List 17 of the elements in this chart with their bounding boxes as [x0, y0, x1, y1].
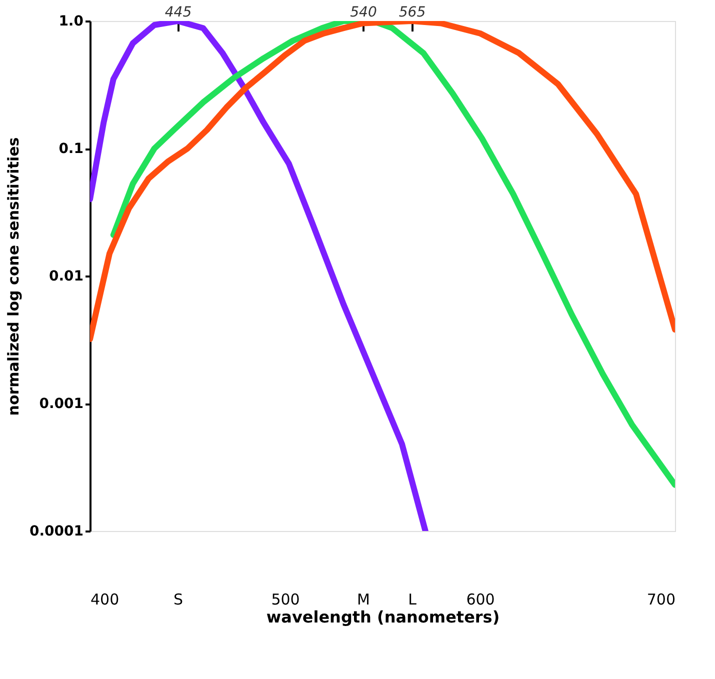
x-tick-label: S [173, 590, 184, 608]
x-tick-label: 600 [466, 590, 495, 608]
y-axis-title: normalized log cone sensitivities [4, 137, 22, 416]
y-tick-label: 1.0 [58, 14, 84, 30]
x-tick-label: 400 [90, 590, 120, 608]
x-axis-title: wavelength (nanometers) [266, 608, 500, 626]
y-tick-label: 0.001 [39, 396, 84, 412]
x-tick-label: 500 [271, 590, 300, 608]
y-tick-label: 0.0001 [29, 524, 84, 540]
x-tick-label: 700 [646, 590, 676, 608]
x2-tick-label: 565 [398, 4, 426, 20]
y-tick-label: 0.01 [48, 268, 84, 284]
x-tick-label: M [357, 590, 370, 608]
x2-tick-label: 540 [350, 4, 377, 20]
y-tick-label: 0.1 [58, 141, 84, 157]
x2-tick-label: 445 [164, 4, 192, 20]
x-tick-label: L [408, 590, 418, 608]
